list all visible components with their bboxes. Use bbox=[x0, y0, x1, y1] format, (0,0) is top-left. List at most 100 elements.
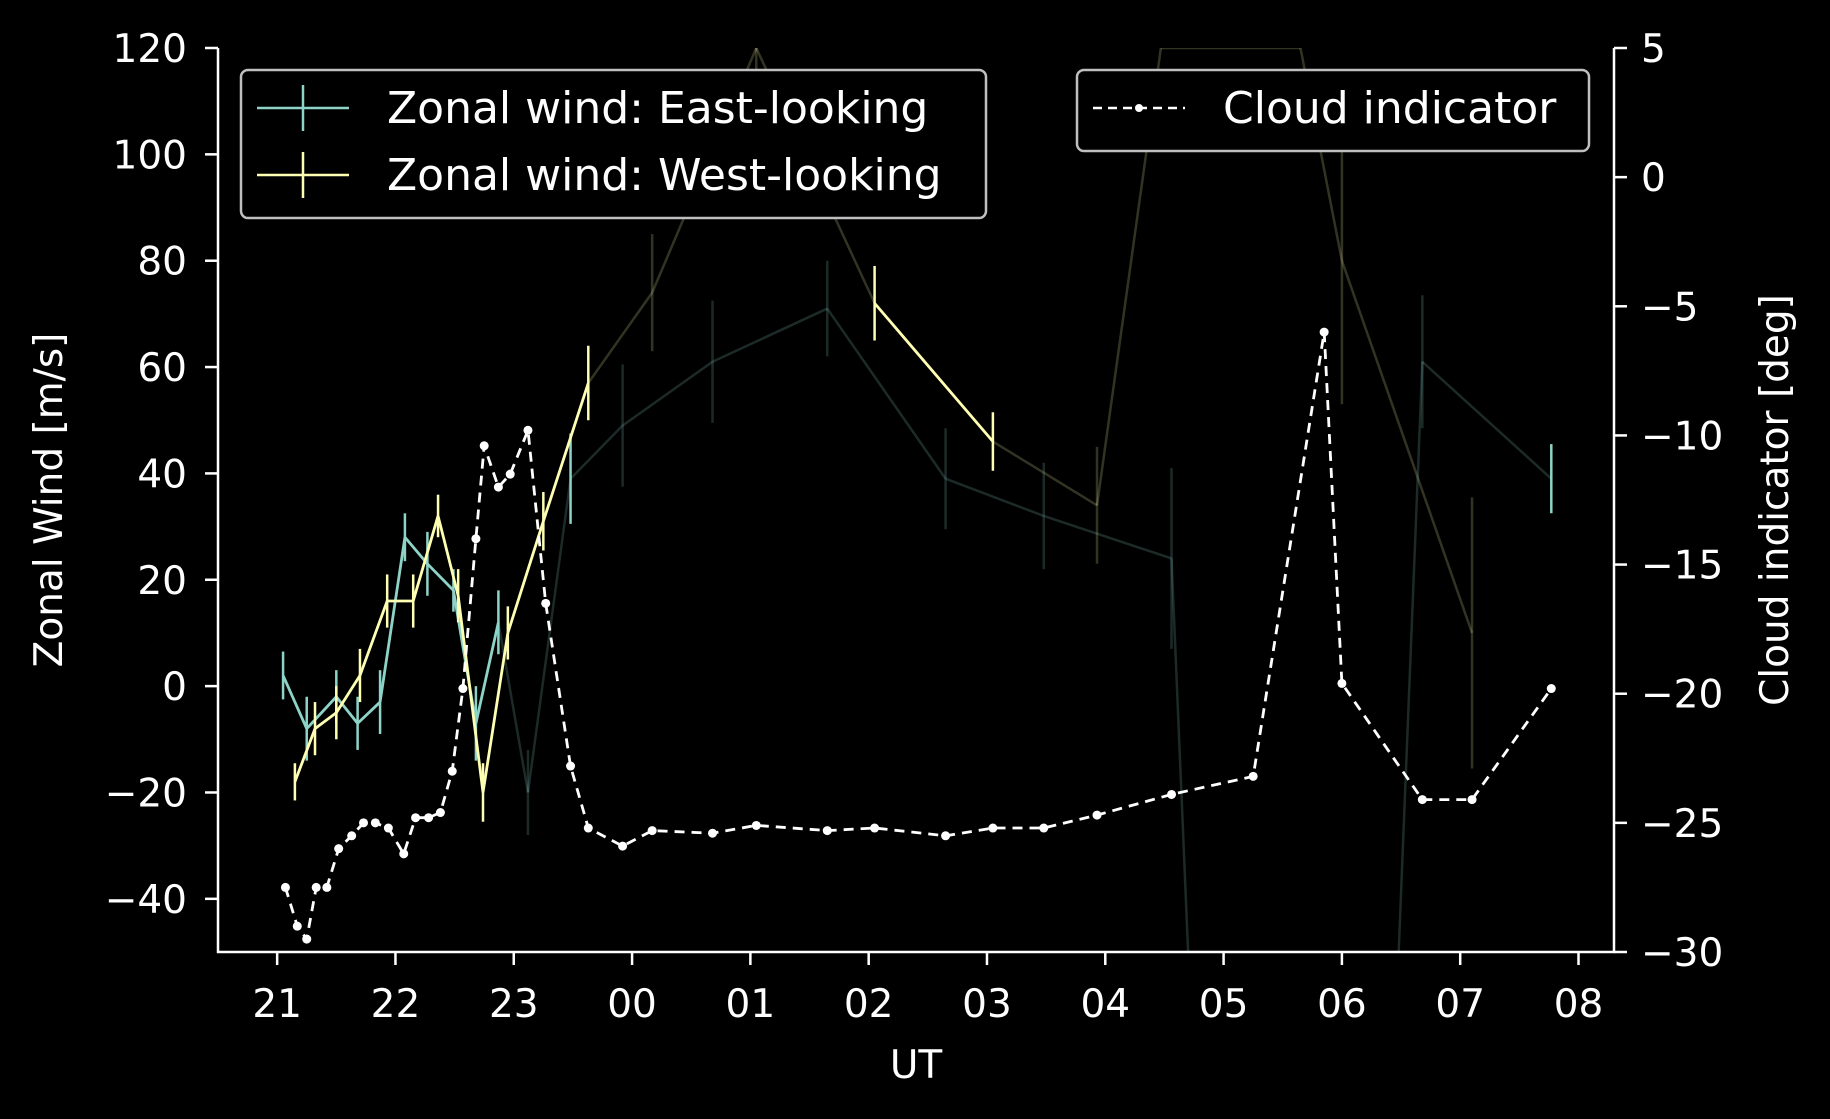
west-wind-segment bbox=[314, 711, 338, 730]
west-wind-segment bbox=[992, 440, 1098, 507]
cloud-indicator-point bbox=[1092, 810, 1102, 820]
west-wind-segment bbox=[1340, 260, 1474, 634]
west-wind-segment bbox=[335, 674, 362, 714]
x-tick-label: 08 bbox=[1554, 982, 1604, 1027]
cloud-indicator-point bbox=[370, 818, 380, 828]
x-tick-label: 23 bbox=[489, 982, 539, 1027]
y2-tick-label: −30 bbox=[1641, 931, 1723, 976]
east-wind-segment bbox=[621, 360, 714, 427]
west-wind-segment bbox=[411, 515, 440, 602]
cloud-indicator-point bbox=[411, 813, 421, 823]
y-axis-title: Zonal Wind [m/s] bbox=[27, 333, 72, 668]
cloud-indicator-point bbox=[1319, 327, 1329, 337]
cloud-indicator-point bbox=[458, 684, 468, 694]
legend-label-west: Zonal wind: West-looking bbox=[387, 150, 942, 201]
cloud-indicator-point bbox=[505, 469, 515, 479]
cloud-indicator-point bbox=[1546, 684, 1556, 694]
x-tick-label: 02 bbox=[844, 982, 894, 1027]
cloud-indicator-point bbox=[822, 826, 832, 836]
cloud-indicator-point bbox=[618, 841, 628, 851]
east-wind-segment bbox=[356, 701, 382, 725]
west-wind-segment bbox=[587, 291, 654, 384]
x-tick-label: 01 bbox=[726, 982, 776, 1027]
cloud-indicator-point bbox=[334, 844, 344, 854]
cloud-indicator-point bbox=[322, 882, 332, 892]
east-wind-segment bbox=[497, 622, 530, 793]
west-wind-segment bbox=[542, 382, 590, 522]
y2-tick-label: −20 bbox=[1641, 673, 1723, 718]
west-wind-segment bbox=[506, 520, 545, 634]
legend-label-cloud: Cloud indicator bbox=[1223, 83, 1557, 134]
y2-tick-label: 5 bbox=[1641, 27, 1666, 72]
cloud-indicator-point bbox=[435, 808, 445, 818]
y-tick-label: 20 bbox=[137, 559, 187, 604]
east-wind-segment bbox=[474, 622, 500, 724]
y-tick-label: −40 bbox=[105, 878, 187, 923]
east-wind-segment bbox=[1397, 361, 1424, 952]
west-wind-segment bbox=[358, 600, 389, 676]
y2-axis-title: Cloud indicator [deg] bbox=[1753, 294, 1798, 706]
y-tick-label: −20 bbox=[105, 771, 187, 816]
east-wind-segment bbox=[1421, 360, 1553, 480]
cloud-indicator-point bbox=[493, 482, 503, 492]
east-wind-segment bbox=[281, 674, 309, 730]
cloud-indicator-point bbox=[523, 425, 533, 435]
y-tick-label: 80 bbox=[137, 240, 187, 285]
y-tick-label: 120 bbox=[113, 27, 187, 72]
east-wind-segment bbox=[526, 478, 572, 793]
cloud-indicator-point bbox=[751, 820, 761, 830]
cloud-indicator-point bbox=[708, 828, 718, 838]
y2-tick-label: −15 bbox=[1641, 544, 1723, 589]
cloud-indicator-point bbox=[1248, 771, 1258, 781]
east-wind-segment bbox=[569, 424, 624, 480]
west-wind-segment bbox=[436, 515, 460, 597]
x-tick-label: 03 bbox=[962, 982, 1012, 1027]
legend-label-east: Zonal wind: East-looking bbox=[387, 83, 928, 134]
cloud-indicator-point bbox=[471, 534, 481, 544]
x-tick-label: 21 bbox=[252, 982, 302, 1027]
east-wind-segment bbox=[305, 695, 338, 730]
y2-tick-label: −10 bbox=[1641, 414, 1723, 459]
cloud-indicator-point bbox=[424, 813, 434, 823]
y2-tick-label: −25 bbox=[1641, 802, 1723, 847]
cloud-legend: Cloud indicator bbox=[1075, 68, 1591, 153]
east-wind-segment bbox=[1170, 558, 1190, 952]
east-wind-segment bbox=[1043, 514, 1172, 560]
y-tick-label: 60 bbox=[137, 346, 187, 391]
x-tick-label: 04 bbox=[1080, 982, 1130, 1027]
cloud-indicator-point bbox=[988, 823, 998, 833]
cloud-indicator-line bbox=[284, 331, 1553, 943]
x-tick-label: 05 bbox=[1199, 982, 1249, 1027]
cloud-indicator-point bbox=[1337, 678, 1347, 688]
y-tick-label: 40 bbox=[137, 452, 187, 497]
cloud-indicator-point bbox=[347, 831, 357, 841]
cloud-indicator-point bbox=[447, 766, 457, 776]
x-tick-label: 22 bbox=[371, 982, 421, 1027]
y2-tick-label: −5 bbox=[1641, 285, 1699, 330]
cloud-indicator-point bbox=[870, 823, 880, 833]
x-tick-label: 00 bbox=[607, 982, 657, 1027]
cloud-indicator-point bbox=[647, 826, 657, 836]
legend-key-east bbox=[257, 85, 349, 131]
x-axis-title: UT bbox=[890, 1043, 943, 1088]
east-wind-segment bbox=[335, 695, 359, 725]
cloud-indicator-point bbox=[292, 921, 302, 931]
cloud-indicator-point bbox=[399, 849, 409, 859]
y-tick-label: 100 bbox=[113, 133, 187, 178]
cloud-indicator-point bbox=[302, 934, 312, 944]
east-wind-segment bbox=[378, 537, 407, 703]
cloud-indicator-point bbox=[479, 441, 489, 451]
y2-tick-label: 0 bbox=[1641, 156, 1666, 201]
cloud-legend-frame bbox=[1075, 68, 1591, 153]
cloud-indicator-point bbox=[541, 598, 551, 608]
cloud-indicator-point bbox=[1417, 795, 1427, 805]
cloud-indicator-point bbox=[583, 823, 593, 833]
east-wind-segment bbox=[403, 536, 429, 565]
wind-legend: Zonal wind: East-looking Zonal wind: Wes… bbox=[239, 68, 988, 220]
east-wind-segment bbox=[826, 307, 947, 480]
cloud-indicator-point bbox=[1467, 795, 1477, 805]
legend-key-west bbox=[257, 152, 349, 198]
cloud-indicator-point bbox=[1167, 789, 1177, 799]
x-tick-label: 06 bbox=[1317, 982, 1367, 1027]
